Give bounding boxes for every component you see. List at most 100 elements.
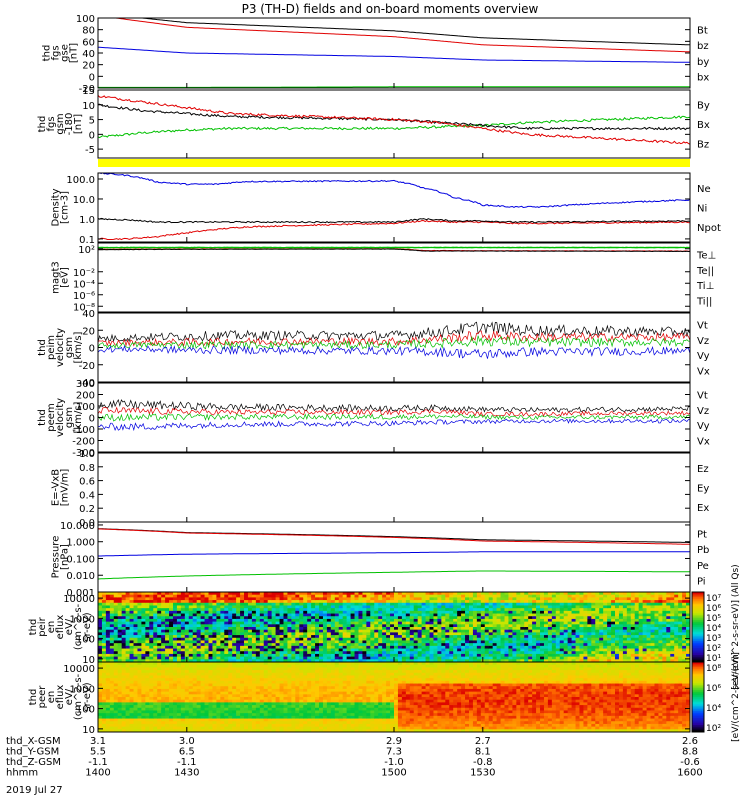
- spectrogram-cell: [461, 613, 466, 617]
- spectrogram-cell: [101, 662, 107, 666]
- spectrogram-cell: [520, 597, 525, 601]
- spectrogram-cell: [630, 597, 636, 601]
- spectrogram-cell: [394, 592, 399, 596]
- spectrogram-cell: [259, 637, 265, 641]
- spectrogram-cell: [425, 597, 431, 601]
- spectrogram-cell: [267, 610, 273, 615]
- spectrogram-cell: [129, 697, 135, 701]
- spectrogram-cell: [192, 592, 198, 596]
- spectrogram-cell: [153, 602, 158, 606]
- spectrogram-cell: [113, 632, 119, 636]
- spectrogram-cell: [180, 662, 186, 666]
- spectrogram-cell: [500, 627, 506, 631]
- spectrogram-cell: [105, 670, 111, 674]
- spectrogram-cell: [322, 608, 328, 612]
- spectrogram-cell: [220, 648, 225, 652]
- spectrogram-cell: [208, 640, 213, 644]
- spectrogram-cell: [559, 594, 565, 598]
- y-axis-label-line: peim: [46, 335, 57, 360]
- spectrogram-cell: [433, 605, 438, 609]
- spectrogram-cell: [607, 592, 612, 596]
- spectrogram-cell: [551, 656, 557, 660]
- spectrogram-cell: [192, 670, 198, 674]
- spectrogram-cell: [184, 675, 190, 679]
- spectrogram-cell: [421, 618, 427, 623]
- spectrogram-cell: [512, 594, 517, 598]
- spectrogram-cell: [319, 632, 324, 636]
- spectrogram-cell: [149, 637, 154, 641]
- spectrogram-cell: [212, 616, 217, 620]
- spectrogram-cell: [149, 648, 154, 652]
- spectrogram-cell: [536, 637, 541, 641]
- spectrogram-cell: [670, 621, 675, 625]
- spectrogram-cell: [374, 651, 379, 655]
- spectrogram-cell: [429, 618, 434, 623]
- spectrogram-cell: [662, 608, 667, 612]
- spectrogram-cell: [271, 656, 277, 660]
- spectrogram-cell: [105, 632, 111, 636]
- spectrogram-cell: [291, 643, 296, 647]
- spectrogram-cell: [382, 629, 387, 633]
- spectrogram-cell: [575, 624, 580, 628]
- spectrogram-cell: [425, 629, 431, 633]
- spectrogram-cell: [374, 632, 379, 636]
- spectrogram-cell: [184, 651, 190, 655]
- spectrogram-cell: [188, 613, 194, 617]
- spectrogram-cell: [358, 618, 363, 623]
- spectrogram-cell: [137, 723, 142, 728]
- spectrogram-cell: [457, 653, 462, 658]
- spectrogram-cell: [165, 648, 170, 652]
- spectrogram-cell: [579, 592, 584, 596]
- spectrogram-cell: [212, 640, 217, 644]
- spectrogram-cell: [654, 594, 659, 598]
- spectrogram-cell: [405, 648, 411, 652]
- spectrogram-cell: [192, 600, 198, 604]
- spectrogram-cell: [543, 618, 549, 623]
- spectrogram-cell: [496, 632, 502, 636]
- spectrogram-cell: [137, 645, 142, 650]
- spectrogram-cell: [113, 726, 119, 730]
- spectrogram-cell: [488, 613, 494, 617]
- spectrogram-cell: [240, 621, 245, 625]
- spectrogram-cell: [678, 602, 683, 606]
- spectrogram-cell: [228, 594, 233, 598]
- spectrogram-cell: [346, 616, 352, 620]
- colorbar-segment: [692, 606, 704, 609]
- spectrogram-cell: [184, 613, 190, 617]
- spectrogram-cell: [540, 592, 545, 596]
- spectrogram-cell: [476, 618, 482, 623]
- spectrogram-cell: [176, 637, 182, 641]
- spectrogram-cell: [98, 707, 103, 711]
- spectrogram-cell: [240, 632, 245, 636]
- spectrogram-cell: [117, 637, 123, 641]
- spectrogram-cell: [240, 648, 245, 652]
- spectrogram-cell: [543, 608, 549, 612]
- spectrogram-cell: [346, 656, 352, 660]
- spectrogram-cell: [354, 613, 359, 617]
- spectrogram-cell: [472, 613, 478, 617]
- spectrogram-cell: [650, 600, 655, 604]
- spectrogram-cell: [121, 707, 127, 711]
- spectrogram-cell: [634, 624, 640, 628]
- spectrogram-cell: [674, 656, 679, 660]
- spectrogram-cell: [311, 610, 316, 615]
- spectrogram-cell: [638, 627, 644, 631]
- y-tick-label: 80: [82, 26, 95, 37]
- spectrogram-cell: [326, 653, 332, 658]
- spectrogram-cell: [149, 629, 154, 633]
- spectrogram-cell: [259, 632, 265, 636]
- spectrogram-cell: [307, 653, 312, 658]
- spectrogram-cell: [255, 600, 261, 604]
- spectrogram-cell: [674, 608, 679, 612]
- spectrogram-cell: [551, 602, 557, 606]
- spectrogram-cell: [204, 640, 210, 644]
- spectrogram-cell: [524, 648, 529, 652]
- spectrogram-cell: [492, 643, 498, 647]
- spectrogram-cell: [508, 651, 513, 655]
- spectrogram-cell: [208, 637, 213, 641]
- spectrogram-cell: [172, 705, 178, 709]
- spectrogram-cell: [670, 637, 675, 641]
- spectrogram-cell: [634, 632, 640, 636]
- spectrogram-cell: [622, 608, 628, 612]
- spectrogram-cell: [567, 635, 573, 639]
